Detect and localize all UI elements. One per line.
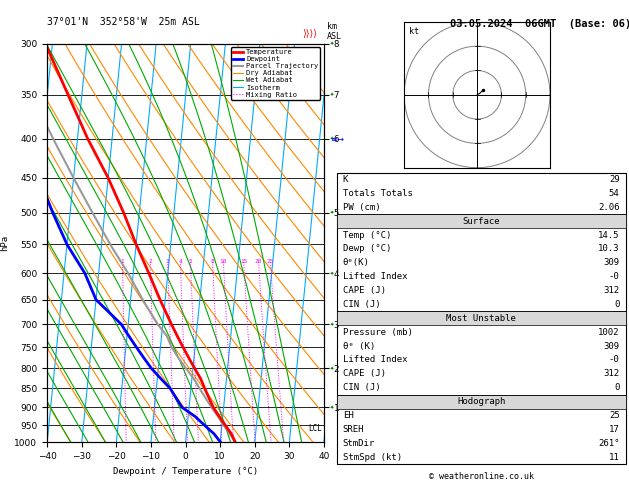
Text: CIN (J): CIN (J) <box>343 300 381 309</box>
Text: -0: -0 <box>609 272 620 281</box>
Text: 03.05.2024  06GMT  (Base: 06): 03.05.2024 06GMT (Base: 06) <box>450 19 629 30</box>
Text: 312: 312 <box>603 369 620 379</box>
Text: Pressure (mb): Pressure (mb) <box>343 328 413 337</box>
Text: CAPE (J): CAPE (J) <box>343 286 386 295</box>
Y-axis label: hPa: hPa <box>0 235 9 251</box>
Text: Temp (°C): Temp (°C) <box>343 230 391 240</box>
Text: © weatheronline.co.uk: © weatheronline.co.uk <box>429 472 533 481</box>
Text: LCL: LCL <box>308 424 322 433</box>
Text: km
ASL: km ASL <box>327 22 342 41</box>
Text: 1002: 1002 <box>598 328 620 337</box>
Text: kt: kt <box>409 27 419 36</box>
Text: Lifted Index: Lifted Index <box>343 355 408 364</box>
Text: K: K <box>343 175 348 184</box>
Text: 10.3: 10.3 <box>598 244 620 253</box>
Text: 4: 4 <box>179 260 182 264</box>
Text: Surface: Surface <box>462 217 500 226</box>
Text: 14.5: 14.5 <box>598 230 620 240</box>
Text: ✦: ✦ <box>330 210 335 216</box>
Text: 312: 312 <box>603 286 620 295</box>
Text: Dewp (°C): Dewp (°C) <box>343 244 391 253</box>
Text: 261°: 261° <box>598 439 620 448</box>
Text: 29: 29 <box>609 175 620 184</box>
Text: EH: EH <box>343 411 353 420</box>
Text: ✦: ✦ <box>330 270 335 276</box>
Text: Totals Totals: Totals Totals <box>343 189 413 198</box>
X-axis label: Dewpoint / Temperature (°C): Dewpoint / Temperature (°C) <box>113 467 258 475</box>
Text: Most Unstable: Most Unstable <box>446 314 516 323</box>
Text: ✦: ✦ <box>330 136 335 142</box>
Text: 2.06: 2.06 <box>598 203 620 212</box>
Text: 54: 54 <box>609 189 620 198</box>
Text: Lifted Index: Lifted Index <box>343 272 408 281</box>
Text: PW (cm): PW (cm) <box>343 203 381 212</box>
Text: θᵉ(K): θᵉ(K) <box>343 258 370 267</box>
Text: ✦: ✦ <box>330 321 335 327</box>
Text: 8: 8 <box>211 260 214 264</box>
Text: 25: 25 <box>267 260 274 264</box>
Text: 0: 0 <box>614 383 620 392</box>
Text: -0: -0 <box>609 355 620 364</box>
Text: 3: 3 <box>166 260 170 264</box>
Text: 2: 2 <box>148 260 152 264</box>
Text: CIN (J): CIN (J) <box>343 383 381 392</box>
Text: 10: 10 <box>220 260 227 264</box>
Text: 11: 11 <box>609 452 620 462</box>
Text: 17: 17 <box>609 425 620 434</box>
Text: 15: 15 <box>240 260 247 264</box>
Text: SREH: SREH <box>343 425 364 434</box>
Text: StmDir: StmDir <box>343 439 375 448</box>
Text: ✦: ✦ <box>330 365 335 371</box>
Text: 25: 25 <box>609 411 620 420</box>
Text: 309: 309 <box>603 258 620 267</box>
Text: 1: 1 <box>121 260 125 264</box>
Legend: Temperature, Dewpoint, Parcel Trajectory, Dry Adiabat, Wet Adiabat, Isotherm, Mi: Temperature, Dewpoint, Parcel Trajectory… <box>231 47 320 100</box>
Text: Hodograph: Hodograph <box>457 397 505 406</box>
Text: ✦: ✦ <box>330 92 335 98</box>
Text: 0: 0 <box>614 300 620 309</box>
Text: 20: 20 <box>255 260 262 264</box>
Text: StmSpd (kt): StmSpd (kt) <box>343 452 402 462</box>
Text: ≡→: ≡→ <box>330 135 344 143</box>
Text: θᵉ (K): θᵉ (K) <box>343 342 375 350</box>
Text: 5: 5 <box>189 260 192 264</box>
Text: CAPE (J): CAPE (J) <box>343 369 386 379</box>
Text: 37°01'N  352°58'W  25m ASL: 37°01'N 352°58'W 25m ASL <box>47 17 200 27</box>
Text: ✦: ✦ <box>330 41 335 47</box>
Text: ⟩⟩⟩⟩: ⟩⟩⟩⟩ <box>303 29 318 39</box>
Text: ✦: ✦ <box>330 404 335 410</box>
Text: 309: 309 <box>603 342 620 350</box>
